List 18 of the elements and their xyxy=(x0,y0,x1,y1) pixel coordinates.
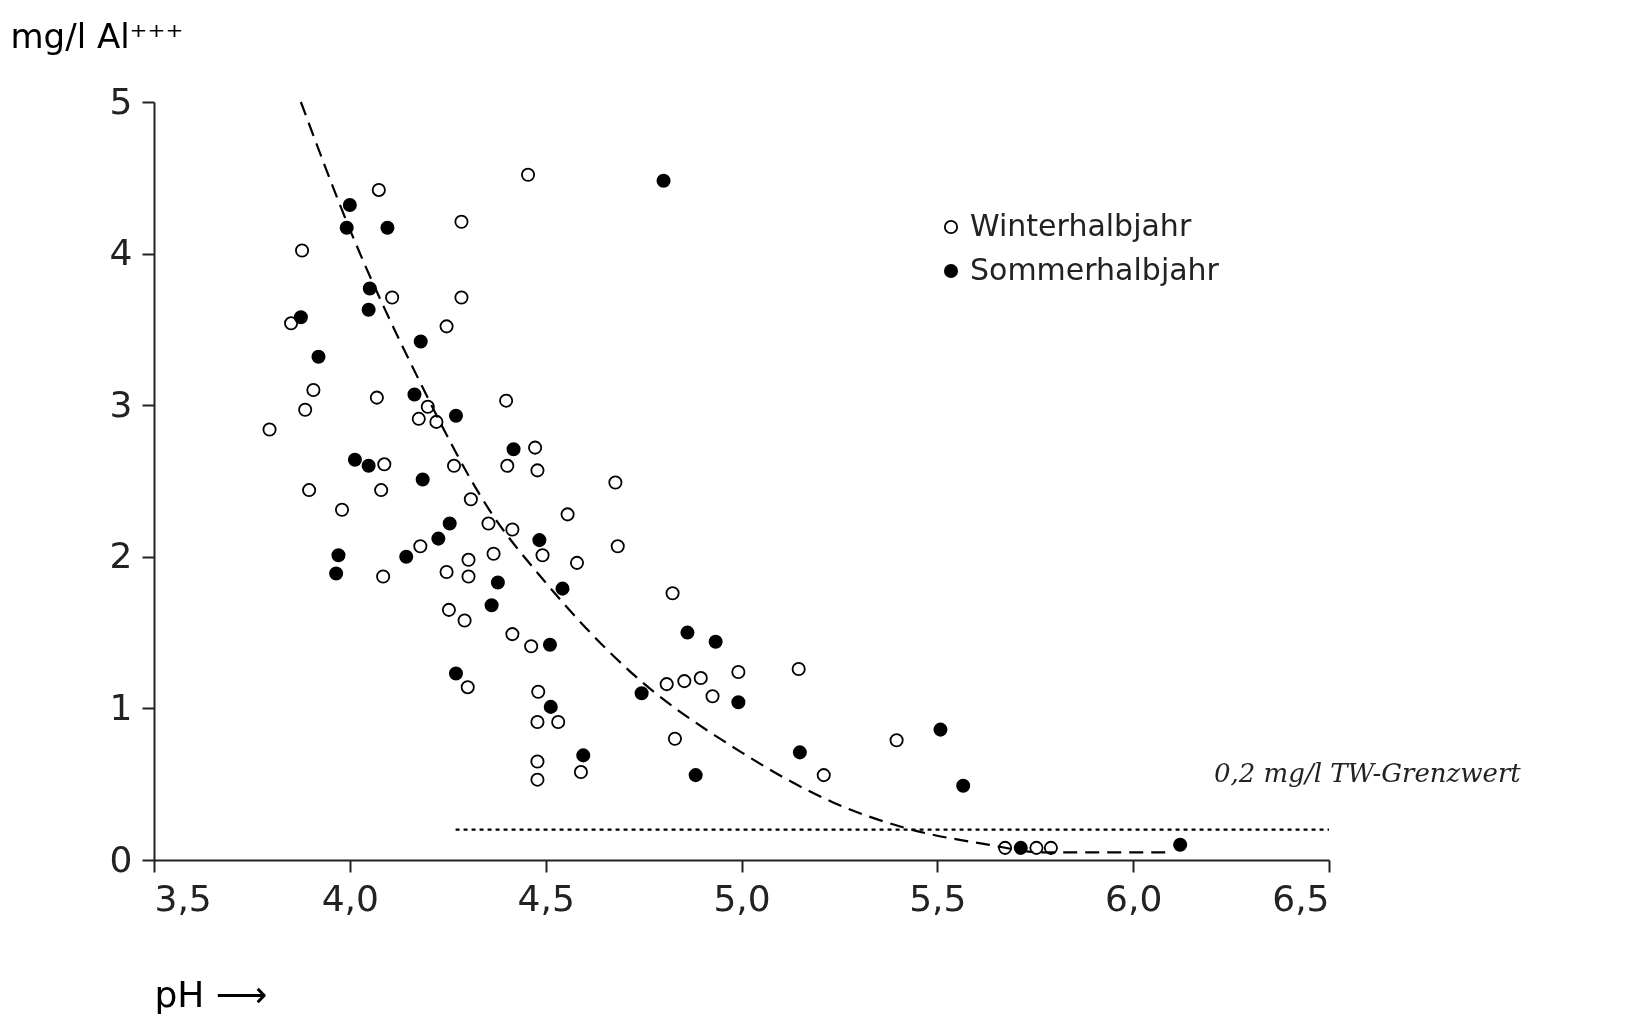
legend-label: Sommerhalbjahr xyxy=(970,252,1220,287)
x-tick-label: 5,5 xyxy=(909,877,967,919)
x-tick-label: 6,5 xyxy=(1272,877,1330,919)
y-axis-title: mg/l Al⁺⁺⁺ xyxy=(10,15,184,56)
y-tick-label: 3 xyxy=(109,383,133,425)
legend-label: Winterhalbjahr xyxy=(970,208,1192,243)
x-tick-label: 4,5 xyxy=(517,877,575,919)
x-tick-label: 6,0 xyxy=(1105,877,1163,919)
y-tick-label: 1 xyxy=(109,686,133,728)
x-tick-label: 3,5 xyxy=(154,877,212,919)
y-tick-label: 5 xyxy=(109,80,133,122)
annotation: 0,2 mg/l TW-Grenzwert xyxy=(1214,758,1522,788)
x-tick-label: 4,0 xyxy=(321,877,379,919)
y-tick-label: 4 xyxy=(109,232,133,274)
x-tick-label: 5,0 xyxy=(713,877,771,919)
y-tick-label: 0 xyxy=(109,838,133,880)
y-tick-label: 2 xyxy=(109,535,133,577)
x-axis-title: pH ⟶ xyxy=(154,973,268,1015)
